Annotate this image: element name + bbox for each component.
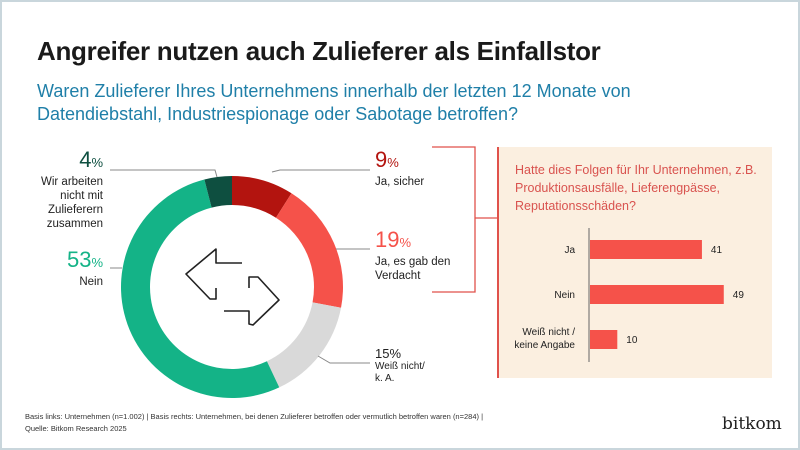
bar-2 [590, 330, 618, 349]
leader-line-15 [317, 355, 370, 364]
bar-chart-title: Hatte dies Folgen für Ihr Unternehmen, z… [515, 163, 757, 213]
footer-basis: Basis links: Unternehmen (n=1.002) | Bas… [25, 412, 484, 421]
slice-label-verdacht: 19% Ja, es gab den Verdacht [375, 227, 451, 283]
bar-chart-panel: Hatte dies Folgen für Ihr Unternehmen, z… [497, 147, 772, 378]
bar-category-label: Nein [554, 290, 575, 301]
bar-category-label: Weiß nicht / keine Angabe [514, 327, 575, 351]
bar-0 [590, 240, 702, 259]
bar-value-label: 10 [626, 335, 638, 346]
bitkom-logo: bitkom [722, 414, 782, 434]
bar-category-label: Ja [564, 245, 575, 256]
page-title: Angreifer nutzen auch Zulieferer als Ein… [37, 36, 601, 66]
bar-1 [590, 285, 724, 304]
subtitle: Waren Zulieferer Ihres Unternehmens inne… [37, 81, 631, 124]
bar-chart: 41 Ja 49 Nein 10 Weiß nicht / keine Angabe [514, 228, 745, 362]
donut-slice-3 [121, 179, 280, 398]
leader-line-4 [110, 169, 218, 178]
bar-value-label: 49 [733, 290, 745, 301]
slice-label-weiss-nicht: 15% Weiß nicht/ k. A. [375, 346, 425, 384]
donut-slice-1 [275, 193, 343, 308]
slice-label-no-suppliers: 4% Wir arbeiten nicht mit Zulieferern zu… [41, 147, 103, 231]
footer-source: Quelle: Bitkom Research 2025 [25, 424, 127, 433]
leader-line-9 [271, 169, 370, 173]
footer: Basis links: Unternehmen (n=1.002) | Bas… [25, 411, 483, 435]
arrows-left-right-icon [185, 248, 280, 326]
donut-slice-2 [266, 302, 342, 388]
slice-label-nein: 53% Nein [66, 247, 103, 289]
leader-lines [110, 169, 370, 364]
bar-value-label: 41 [711, 245, 723, 256]
donut-slice-0 [232, 176, 292, 218]
bracket [432, 146, 497, 293]
donut-slice-4 [204, 176, 232, 208]
slice-label-ja-sicher: 9% Ja, sicher [375, 147, 425, 189]
